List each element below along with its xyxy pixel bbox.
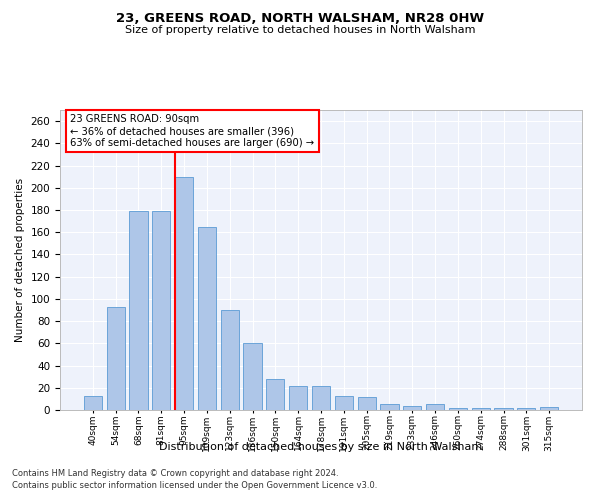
Bar <box>289 386 307 410</box>
Bar <box>494 408 512 410</box>
Bar <box>403 406 421 410</box>
Text: Size of property relative to detached houses in North Walsham: Size of property relative to detached ho… <box>125 25 475 35</box>
Bar <box>540 406 558 410</box>
Text: Distribution of detached houses by size in North Walsham: Distribution of detached houses by size … <box>160 442 482 452</box>
Bar <box>449 408 467 410</box>
Text: Contains HM Land Registry data © Crown copyright and database right 2024.: Contains HM Land Registry data © Crown c… <box>12 468 338 477</box>
Bar <box>107 306 125 410</box>
Bar <box>312 386 330 410</box>
Text: Contains public sector information licensed under the Open Government Licence v3: Contains public sector information licen… <box>12 481 377 490</box>
Bar <box>198 226 216 410</box>
Bar <box>472 408 490 410</box>
Text: 23, GREENS ROAD, NORTH WALSHAM, NR28 0HW: 23, GREENS ROAD, NORTH WALSHAM, NR28 0HW <box>116 12 484 26</box>
Bar <box>130 211 148 410</box>
Bar <box>380 404 398 410</box>
Y-axis label: Number of detached properties: Number of detached properties <box>15 178 25 342</box>
Bar <box>426 404 444 410</box>
Bar <box>358 396 376 410</box>
Bar <box>244 344 262 410</box>
Bar <box>175 176 193 410</box>
Bar <box>335 396 353 410</box>
Text: 23 GREENS ROAD: 90sqm
← 36% of detached houses are smaller (396)
63% of semi-det: 23 GREENS ROAD: 90sqm ← 36% of detached … <box>70 114 314 148</box>
Bar <box>152 211 170 410</box>
Bar <box>517 408 535 410</box>
Bar <box>221 310 239 410</box>
Bar <box>266 379 284 410</box>
Bar <box>84 396 102 410</box>
